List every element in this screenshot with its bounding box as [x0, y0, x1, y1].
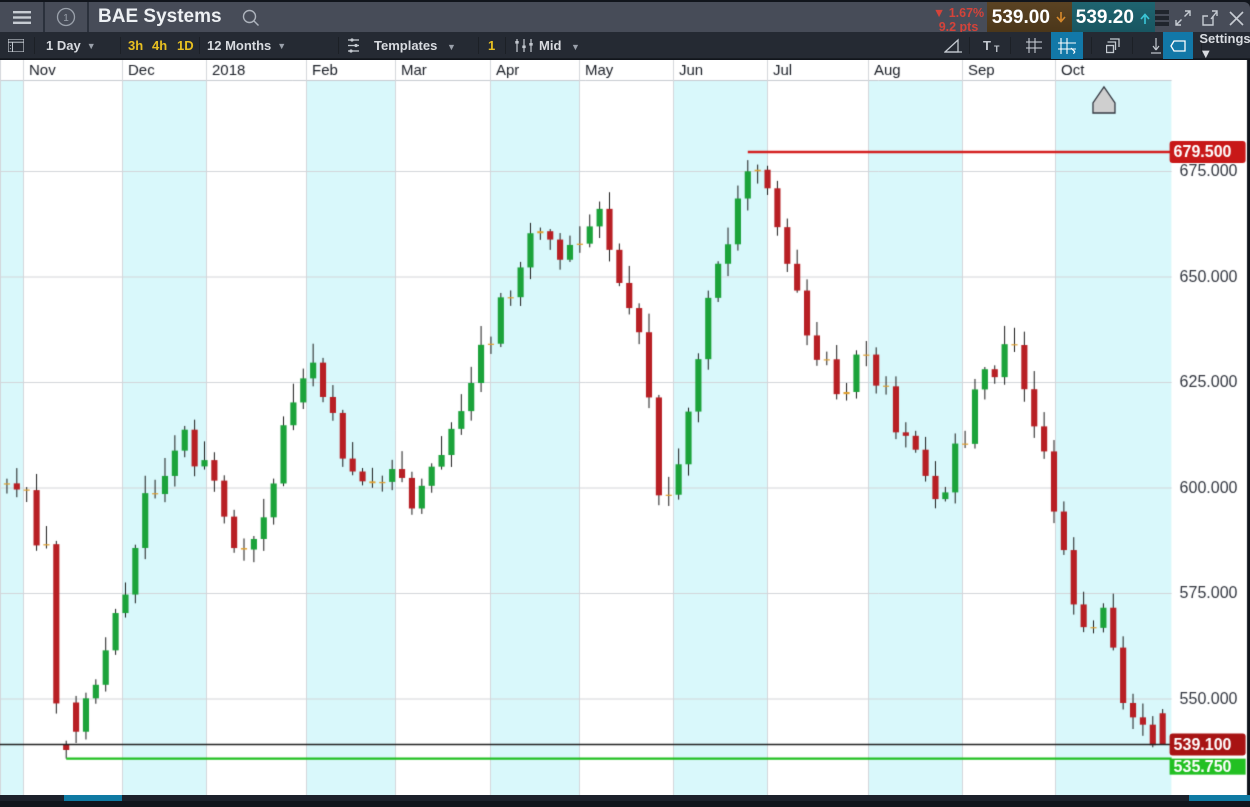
svg-text:1: 1: [63, 13, 69, 24]
svg-text:T: T: [994, 44, 1000, 53]
svg-text:T: T: [983, 38, 991, 53]
